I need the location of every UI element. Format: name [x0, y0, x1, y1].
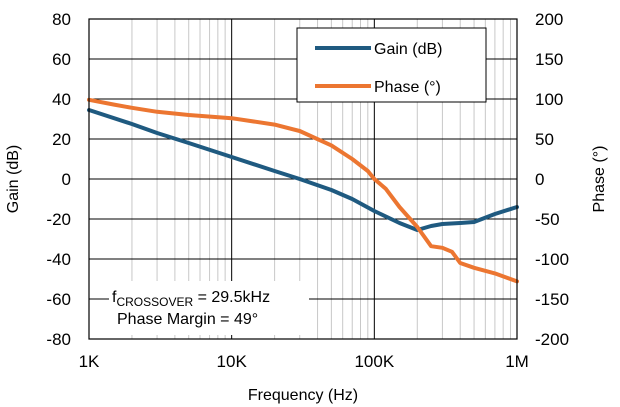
legend-box	[296, 27, 487, 103]
left-tick-label: -60	[46, 290, 71, 309]
left-tick-label: 40	[52, 90, 71, 109]
left-tick-label: -20	[46, 210, 71, 229]
right-tick-label: 0	[535, 170, 544, 189]
left-tick-label: -80	[46, 330, 71, 349]
annotation-background	[109, 281, 309, 335]
phase-series-line	[87, 97, 519, 284]
legend-label-phase: Phase (°)	[374, 79, 441, 96]
right-tick-label: 150	[535, 50, 563, 69]
right-tick-label: -100	[535, 250, 569, 269]
crossover-annotation: fCROSSOVER = 29.5kHz	[112, 289, 270, 309]
left-tick-label: 80	[52, 10, 71, 29]
annotation-box: fCROSSOVER = 29.5kHz Phase Margin = 49°	[109, 281, 309, 335]
x-axis-ticks: 1K 10K 100K 1M	[79, 352, 529, 371]
left-axis-title: Gain (dB)	[5, 145, 22, 213]
plot-frame	[88, 18, 518, 340]
gain-series-line	[87, 108, 519, 232]
right-tick-label: -150	[535, 290, 569, 309]
left-tick-label: -40	[46, 250, 71, 269]
legend: Gain (dB) Phase (°)	[296, 27, 487, 103]
right-axis-title: Phase (°)	[591, 146, 608, 213]
right-tick-label: -200	[535, 330, 569, 349]
x-tick-label: 100K	[354, 352, 394, 371]
x-tick-label: 10K	[217, 352, 248, 371]
right-tick-label: 200	[535, 10, 563, 29]
legend-label-gain: Gain (dB)	[374, 41, 442, 58]
right-tick-label: -50	[535, 210, 560, 229]
series-lines	[87, 97, 519, 284]
left-axis-ticks: 80 60 40 20 0 -20 -40 -60 -80	[46, 10, 71, 349]
right-axis-ticks: 200 150 100 50 0 -50 -100 -150 -200	[535, 10, 569, 349]
right-tick-label: 100	[535, 90, 563, 109]
left-tick-label: 20	[52, 130, 71, 149]
x-tick-label: 1M	[505, 352, 529, 371]
x-tick-label: 1K	[79, 352, 100, 371]
x-axis-title: Frequency (Hz)	[248, 387, 358, 404]
left-tick-label: 60	[52, 50, 71, 69]
right-tick-label: 50	[535, 130, 554, 149]
left-tick-label: 0	[62, 170, 71, 189]
phase-margin-annotation: Phase Margin = 49°	[117, 311, 258, 328]
